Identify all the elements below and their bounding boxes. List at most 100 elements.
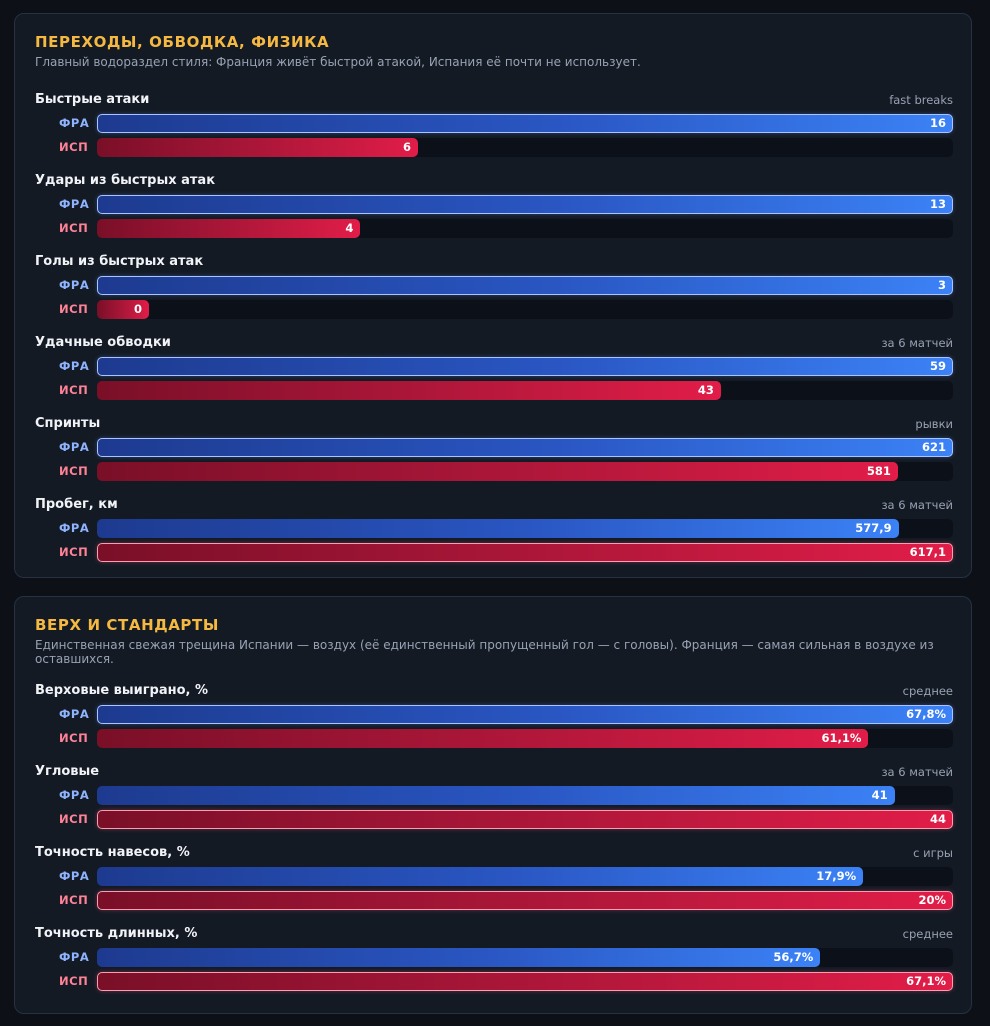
bar-track: 16 (97, 114, 953, 133)
bar-fra: 13 (97, 195, 953, 214)
metric-group: Удачные обводки за 6 матчей ФРА 59 ИСП 43 (35, 335, 953, 409)
team-label-esp: ИСП (59, 383, 89, 397)
bar-row-esp: ИСП 67,1% (35, 972, 953, 991)
metric-group: Точность длинных, % среднее ФРА 56,7% ИСП 67,… (35, 926, 953, 1000)
bar-track: 56,7% (97, 948, 953, 967)
bar-value-label: 67,1% (906, 974, 946, 988)
bar-esp: 44 (97, 810, 953, 829)
metric-group: Быстрые атаки fast breaks ФРА 16 ИСП 6 (35, 92, 953, 166)
bar-row-fra: ФРА 41 (35, 786, 953, 805)
metric-label: Верховые выиграно, % (35, 683, 209, 698)
bar-value-label: 581 (866, 464, 891, 478)
bar-row-esp: ИСП 43 (35, 381, 953, 400)
team-label-esp: ИСП (59, 893, 89, 907)
bar-track: 577,9 (97, 519, 953, 538)
bar-fra: 621 (97, 438, 953, 457)
bar-track: 61,1% (97, 729, 953, 748)
bar-fra: 67,8% (97, 705, 953, 724)
metric-group: Пробег, км за 6 матчей ФРА 577,9 ИСП 617,1 (35, 497, 953, 571)
team-label-fra: ФРА (59, 707, 90, 721)
team-label-esp: ИСП (59, 812, 89, 826)
metric-label: Удачные обводки (35, 335, 171, 350)
bar-track: 621 (97, 438, 953, 457)
bar-track: 59 (97, 357, 953, 376)
metric-note: за 6 матчей (881, 765, 953, 779)
bar-value-label: 577,9 (855, 521, 892, 535)
panel-aerial-setpieces: ВЕРХ И СТАНДАРТЫ Единственная свежая тре… (14, 596, 972, 1014)
bar-track: 44 (97, 810, 953, 829)
bar-track: 67,1% (97, 972, 953, 991)
bar-value-label: 617,1 (909, 545, 946, 559)
bar-value-label: 16 (929, 116, 946, 130)
metric-group: Голы из быстрых атак ФРА 3 ИСП 0 (35, 254, 953, 328)
metric-note: за 6 матчей (881, 498, 953, 512)
bar-row-esp: ИСП 4 (35, 219, 953, 238)
metric-group: Спринты рывки ФРА 621 ИСП 581 (35, 416, 953, 490)
bar-fra: 16 (97, 114, 953, 133)
team-label-esp: ИСП (59, 464, 89, 478)
metric-label: Голы из быстрых атак (35, 254, 204, 269)
team-label-fra: ФРА (59, 521, 90, 535)
bar-value-label: 56,7% (773, 950, 814, 964)
metric-label: Спринты (35, 416, 101, 431)
bar-row-esp: ИСП 61,1% (35, 729, 953, 748)
bar-track: 0 (97, 300, 953, 319)
bar-track: 13 (97, 195, 953, 214)
bar-row-fra: ФРА 3 (35, 276, 953, 295)
bar-value-label: 0 (133, 302, 142, 316)
team-label-fra: ФРА (59, 788, 90, 802)
team-label-esp: ИСП (59, 731, 89, 745)
metric-label: Удары из быстрых атак (35, 173, 216, 188)
bar-row-fra: ФРА 17,9% (35, 867, 953, 886)
metric-note: с игры (913, 846, 953, 860)
bar-fra: 3 (97, 276, 953, 295)
metric-label: Точность длинных, % (35, 926, 198, 941)
metric-group: Угловые за 6 матчей ФРА 41 ИСП 44 (35, 764, 953, 838)
bar-row-fra: ФРА 56,7% (35, 948, 953, 967)
panel-subtitle: Единственная свежая трещина Испании — во… (35, 638, 934, 666)
team-label-esp: ИСП (59, 221, 89, 235)
bar-value-label: 3 (937, 278, 946, 292)
bar-value-label: 17,9% (816, 869, 857, 883)
team-label-fra: ФРА (59, 440, 90, 454)
metric-note: fast breaks (889, 93, 953, 107)
metric-label: Пробег, км (35, 497, 118, 512)
metric-note: среднее (902, 927, 953, 941)
team-label-esp: ИСП (59, 302, 89, 316)
bar-esp: 67,1% (97, 972, 953, 991)
bar-fra: 577,9 (97, 519, 899, 538)
team-label-fra: ФРА (59, 197, 90, 211)
bar-fra: 56,7% (97, 948, 821, 967)
bar-value-label: 44 (929, 812, 946, 826)
bar-track: 43 (97, 381, 953, 400)
bar-track: 20% (97, 891, 953, 910)
bar-fra: 41 (97, 786, 895, 805)
metric-group: Удары из быстрых атак ФРА 13 ИСП 4 (35, 173, 953, 247)
team-label-esp: ИСП (59, 545, 89, 559)
bar-row-esp: ИСП 617,1 (35, 543, 953, 562)
bar-value-label: 67,8% (906, 707, 946, 721)
bar-value-label: 61,1% (821, 731, 862, 745)
panel-subtitle: Главный водораздел стиля: Франция живёт … (35, 55, 641, 69)
bar-esp: 581 (97, 462, 898, 481)
bar-row-esp: ИСП 44 (35, 810, 953, 829)
team-label-fra: ФРА (59, 116, 90, 130)
panel-title: ВЕРХ И СТАНДАРТЫ (35, 616, 219, 634)
metric-note: рывки (915, 417, 953, 431)
bar-fra: 59 (97, 357, 953, 376)
bar-value-label: 20% (918, 893, 946, 907)
bar-value-label: 4 (345, 221, 354, 235)
bar-track: 4 (97, 219, 953, 238)
bar-track: 6 (97, 138, 953, 157)
bar-row-fra: ФРА 16 (35, 114, 953, 133)
bar-esp: 43 (97, 381, 721, 400)
panel-title: ПЕРЕХОДЫ, ОБВОДКА, ФИЗИКА (35, 33, 330, 51)
bar-row-fra: ФРА 67,8% (35, 705, 953, 724)
bar-value-label: 6 (402, 140, 411, 154)
team-label-fra: ФРА (59, 950, 90, 964)
bar-esp: 6 (97, 138, 418, 157)
bar-esp: 0 (97, 300, 149, 319)
bar-row-fra: ФРА 621 (35, 438, 953, 457)
bar-value-label: 13 (929, 197, 946, 211)
panel-transitions: ПЕРЕХОДЫ, ОБВОДКА, ФИЗИКА Главный водора… (14, 13, 972, 578)
